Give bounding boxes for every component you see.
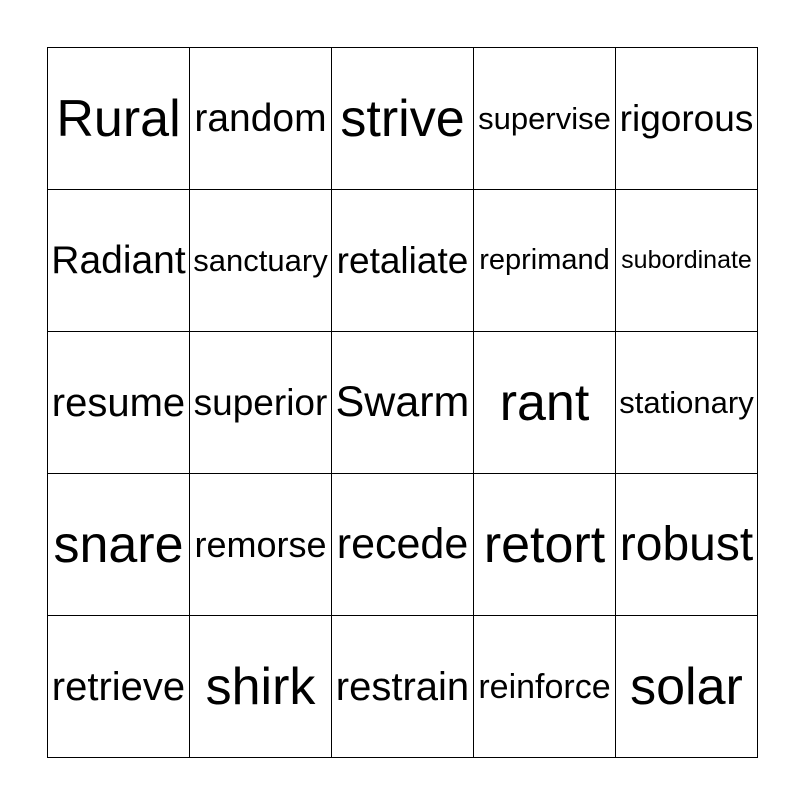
bingo-cell[interactable]: remorse <box>189 473 332 616</box>
cell-word: Radiant <box>51 239 186 282</box>
bingo-cell[interactable]: Radiant <box>47 189 190 332</box>
cell-word: Rural <box>56 89 181 148</box>
cell-word: snare <box>53 515 184 574</box>
cell-word: supervise <box>478 101 611 136</box>
cell-word: recede <box>336 520 469 568</box>
cell-word: strive <box>340 89 465 148</box>
bingo-cell[interactable]: retaliate <box>331 189 474 332</box>
cell-word: stationary <box>619 385 754 420</box>
bingo-cell[interactable]: superior <box>189 331 332 474</box>
cell-word: retrieve <box>51 664 186 709</box>
bingo-cell[interactable]: random <box>189 47 332 190</box>
bingo-cell[interactable]: supervise <box>473 47 616 190</box>
cell-word: rant <box>499 373 590 432</box>
bingo-cell[interactable]: Rural <box>47 47 190 190</box>
cell-word: subordinate <box>621 246 752 274</box>
cell-word: solar <box>630 657 743 716</box>
cell-word: reprimand <box>479 244 610 276</box>
bingo-cell[interactable]: stationary <box>615 331 758 474</box>
cell-word: resume <box>51 380 186 425</box>
cell-word: Swarm <box>335 378 470 426</box>
bingo-cell[interactable]: rigorous <box>615 47 758 190</box>
bingo-cell[interactable]: resume <box>47 331 190 474</box>
bingo-cell[interactable]: retort <box>473 473 616 616</box>
bingo-cell[interactable]: restrain <box>331 615 474 758</box>
bingo-cell[interactable]: Swarm <box>331 331 474 474</box>
bingo-row: resume superior Swarm rant stationary <box>47 331 758 474</box>
bingo-cell[interactable]: retrieve <box>47 615 190 758</box>
bingo-cell[interactable]: reprimand <box>473 189 616 332</box>
cell-word: random <box>194 97 327 140</box>
cell-word: reinforce <box>478 667 611 706</box>
bingo-cell[interactable]: solar <box>615 615 758 758</box>
bingo-row: Rural random strive supervise rigorous <box>47 47 758 190</box>
cell-word: robust <box>619 517 754 571</box>
cell-word: restrain <box>335 664 470 709</box>
cell-word: retaliate <box>336 240 469 281</box>
bingo-cell[interactable]: shirk <box>189 615 332 758</box>
bingo-row: retrieve shirk restrain reinforce solar <box>47 615 758 758</box>
cell-word: superior <box>193 382 328 423</box>
bingo-cell[interactable]: subordinate <box>615 189 758 332</box>
bingo-cell[interactable]: sanctuary <box>189 189 332 332</box>
bingo-row: Radiant sanctuary retaliate reprimand su… <box>47 189 758 332</box>
bingo-cell[interactable]: strive <box>331 47 474 190</box>
cell-word: remorse <box>194 523 327 565</box>
cell-word: shirk <box>205 657 316 716</box>
bingo-cell[interactable]: reinforce <box>473 615 616 758</box>
cell-word: rigorous <box>619 98 754 139</box>
bingo-card: Rural random strive supervise rigorous R… <box>47 47 758 758</box>
bingo-cell[interactable]: snare <box>47 473 190 616</box>
cell-word: retort <box>483 515 606 574</box>
bingo-cell[interactable]: robust <box>615 473 758 616</box>
bingo-cell[interactable]: recede <box>331 473 474 616</box>
cell-word: sanctuary <box>193 243 328 278</box>
bingo-row: snare remorse recede retort robust <box>47 473 758 616</box>
bingo-cell[interactable]: rant <box>473 331 616 474</box>
